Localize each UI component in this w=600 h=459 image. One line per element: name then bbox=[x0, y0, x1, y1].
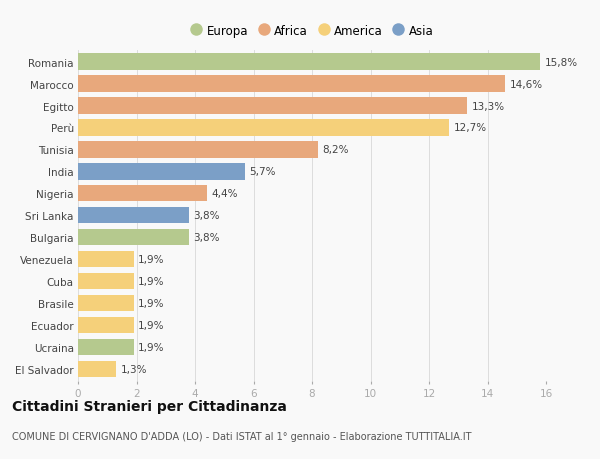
Bar bbox=[78, 76, 505, 93]
Bar bbox=[78, 185, 206, 202]
Text: 14,6%: 14,6% bbox=[509, 79, 542, 90]
Bar bbox=[78, 98, 467, 114]
Text: 5,7%: 5,7% bbox=[249, 167, 275, 177]
Text: 4,4%: 4,4% bbox=[211, 189, 238, 199]
Text: 1,9%: 1,9% bbox=[138, 320, 164, 330]
Bar bbox=[78, 142, 318, 158]
Legend: Europa, Africa, America, Asia: Europa, Africa, America, Asia bbox=[185, 20, 439, 42]
Text: 3,8%: 3,8% bbox=[194, 211, 220, 221]
Bar bbox=[78, 251, 134, 268]
Text: 3,8%: 3,8% bbox=[194, 233, 220, 243]
Bar bbox=[78, 361, 116, 377]
Text: 12,7%: 12,7% bbox=[454, 123, 487, 133]
Bar bbox=[78, 339, 134, 355]
Bar bbox=[78, 317, 134, 333]
Text: Cittadini Stranieri per Cittadinanza: Cittadini Stranieri per Cittadinanza bbox=[12, 399, 287, 413]
Text: 1,3%: 1,3% bbox=[121, 364, 147, 374]
Text: 8,2%: 8,2% bbox=[322, 145, 349, 155]
Bar bbox=[78, 207, 189, 224]
Bar bbox=[78, 54, 540, 71]
Text: 15,8%: 15,8% bbox=[545, 57, 578, 67]
Text: 1,9%: 1,9% bbox=[138, 342, 164, 352]
Bar bbox=[78, 230, 189, 246]
Bar bbox=[78, 273, 134, 290]
Bar bbox=[78, 120, 449, 136]
Text: 1,9%: 1,9% bbox=[138, 298, 164, 308]
Text: 1,9%: 1,9% bbox=[138, 254, 164, 264]
Bar bbox=[78, 295, 134, 312]
Text: 1,9%: 1,9% bbox=[138, 276, 164, 286]
Text: COMUNE DI CERVIGNANO D'ADDA (LO) - Dati ISTAT al 1° gennaio - Elaborazione TUTTI: COMUNE DI CERVIGNANO D'ADDA (LO) - Dati … bbox=[12, 431, 472, 442]
Bar bbox=[78, 164, 245, 180]
Text: 13,3%: 13,3% bbox=[472, 101, 505, 111]
